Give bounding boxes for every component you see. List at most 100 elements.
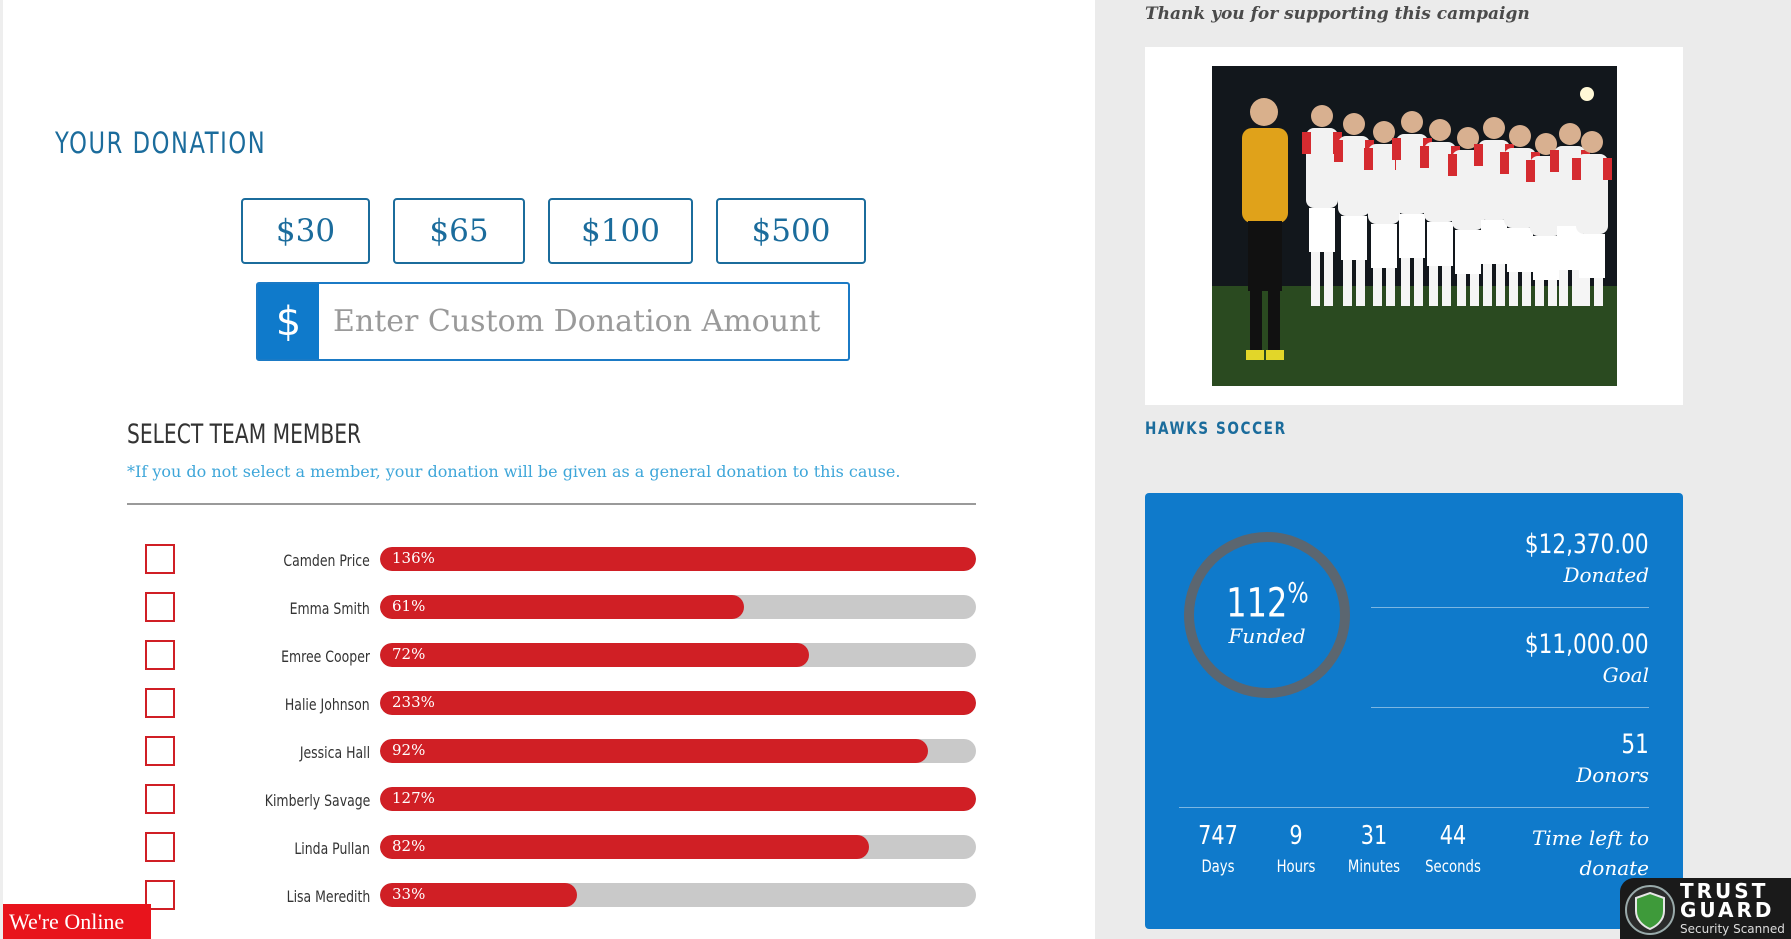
member-progress-percent: 127% [392,789,435,807]
member-progress-bar: 72% [380,643,976,667]
chat-online-badge[interactable]: We're Online [3,904,151,939]
funded-label: Funded [1228,624,1306,649]
countdown-seconds-label: Seconds [1425,857,1481,877]
custom-amount-input[interactable] [319,284,848,359]
goal-stat: $11,000.00 Goal [1494,629,1649,687]
member-progress-percent: 61% [392,597,426,615]
member-name: Jessica Hall [299,743,370,762]
team-member-row[interactable]: Halie Johnson 233% [3,688,1098,718]
member-progress-percent: 72% [392,645,426,663]
campaign-card [1145,47,1683,405]
member-checkbox[interactable] [145,688,175,718]
member-name: Linda Pullan [294,839,370,858]
goalkeeper-figure [1242,98,1288,360]
member-checkbox[interactable] [145,544,175,574]
donated-value: $12,370.00 [1525,529,1649,560]
preset-amounts: $30 $65 $100 $500 [241,198,866,264]
member-progress-fill [380,835,869,859]
member-progress-bar: 92% [380,739,976,763]
donated-stat: $12,370.00 Donated [1494,529,1649,587]
funded-summary: 112% Funded [1179,527,1355,703]
member-progress-fill [380,787,976,811]
team-note: *If you do not select a member, your don… [127,462,901,481]
countdown-minutes-label: Minutes [1347,857,1401,877]
member-progress-percent: 233% [392,693,435,711]
member-progress-bar: 33% [380,883,976,907]
member-progress-percent: 33% [392,885,426,903]
campaign-photo [1212,66,1617,386]
member-progress-percent: 92% [392,741,426,759]
countdown-hours: 9 Hours [1256,821,1336,877]
member-progress-bar: 61% [380,595,976,619]
member-progress-bar: 127% [380,787,976,811]
amount-65-button[interactable]: $65 [393,198,525,264]
member-name: Emma Smith [289,599,370,618]
donors-stat: 51 Donors [1576,729,1649,787]
team-member-row[interactable]: Camden Price 136% [3,544,1098,574]
member-name: Kimberly Savage [264,791,370,810]
trust-guard-badge[interactable]: TRUST GUARD Security Scanned [1620,878,1791,939]
dollar-icon: $ [258,284,319,359]
divider [127,503,976,505]
member-name: Camden Price [283,551,370,570]
divider [1371,707,1649,708]
player-figure [1420,119,1460,306]
goal-value: $11,000.00 [1525,629,1649,660]
donors-label: Donors [1576,763,1649,787]
member-progress-bar: 82% [380,835,976,859]
funded-percent: 112% [1225,575,1309,627]
member-progress-percent: 82% [392,837,426,855]
member-name: Halie Johnson [285,695,370,714]
countdown-days: 747 Days [1178,821,1258,877]
team-member-row[interactable]: Jessica Hall 92% [3,736,1098,766]
campaign-sidebar: Thank you for supporting this campaign H… [1095,0,1791,939]
team-member-row[interactable]: Lisa Meredith 33% [3,880,1098,910]
countdown-hours-label: Hours [1276,857,1316,877]
team-photo-illustration [1212,66,1617,386]
countdown-days-value: 747 [1198,821,1238,851]
member-progress-fill [380,595,744,619]
member-progress-fill [380,643,810,667]
member-name: Lisa Meredith [286,887,370,906]
amount-100-button[interactable]: $100 [548,198,693,264]
member-checkbox[interactable] [145,832,175,862]
member-progress-fill [380,547,976,571]
shield-icon [1625,885,1675,935]
divider [1179,807,1649,808]
trust-guard-subtitle: Security Scanned [1680,922,1785,936]
amount-30-button[interactable]: $30 [241,198,370,264]
player-figure [1302,105,1342,306]
member-progress-percent: 136% [392,549,435,567]
countdown-seconds: 44 Seconds [1413,821,1493,877]
player-figure [1364,121,1404,306]
countdown-days-label: Days [1201,857,1235,877]
member-checkbox[interactable] [145,592,175,622]
divider [1371,607,1649,608]
member-progress-bar: 136% [380,547,976,571]
countdown-minutes: 31 Minutes [1334,821,1414,877]
custom-amount-field: $ [256,282,850,361]
team-member-row[interactable]: Emree Cooper 72% [3,640,1098,670]
countdown-seconds-value: 44 [1439,821,1467,851]
player-figure [1572,131,1612,306]
campaign-name[interactable]: HAWKS SOCCER [1145,419,1287,439]
amount-500-button[interactable]: $500 [716,198,866,264]
countdown-minutes-value: 31 [1360,821,1388,851]
team-member-row[interactable]: Kimberly Savage 127% [3,784,1098,814]
member-progress-fill [380,691,976,715]
member-progress-fill [380,883,577,907]
member-checkbox[interactable] [145,784,175,814]
donation-panel: YOUR DONATION $30 $65 $100 $500 $ SELECT… [0,0,1098,939]
funded-ring [1184,532,1350,698]
member-checkbox[interactable] [145,640,175,670]
team-member-row[interactable]: Emma Smith 61% [3,592,1098,622]
team-member-row[interactable]: Linda Pullan 82% [3,832,1098,862]
member-checkbox[interactable] [145,736,175,766]
donated-label: Donated [1563,563,1649,587]
team-section-title: SELECT TEAM MEMBER [127,419,362,450]
trust-guard-title: TRUST GUARD [1680,879,1775,922]
goal-label: Goal [1602,663,1649,687]
member-name: Emree Cooper [281,647,370,666]
countdown-hours-value: 9 [1289,821,1303,851]
donors-value: 51 [1621,729,1649,760]
